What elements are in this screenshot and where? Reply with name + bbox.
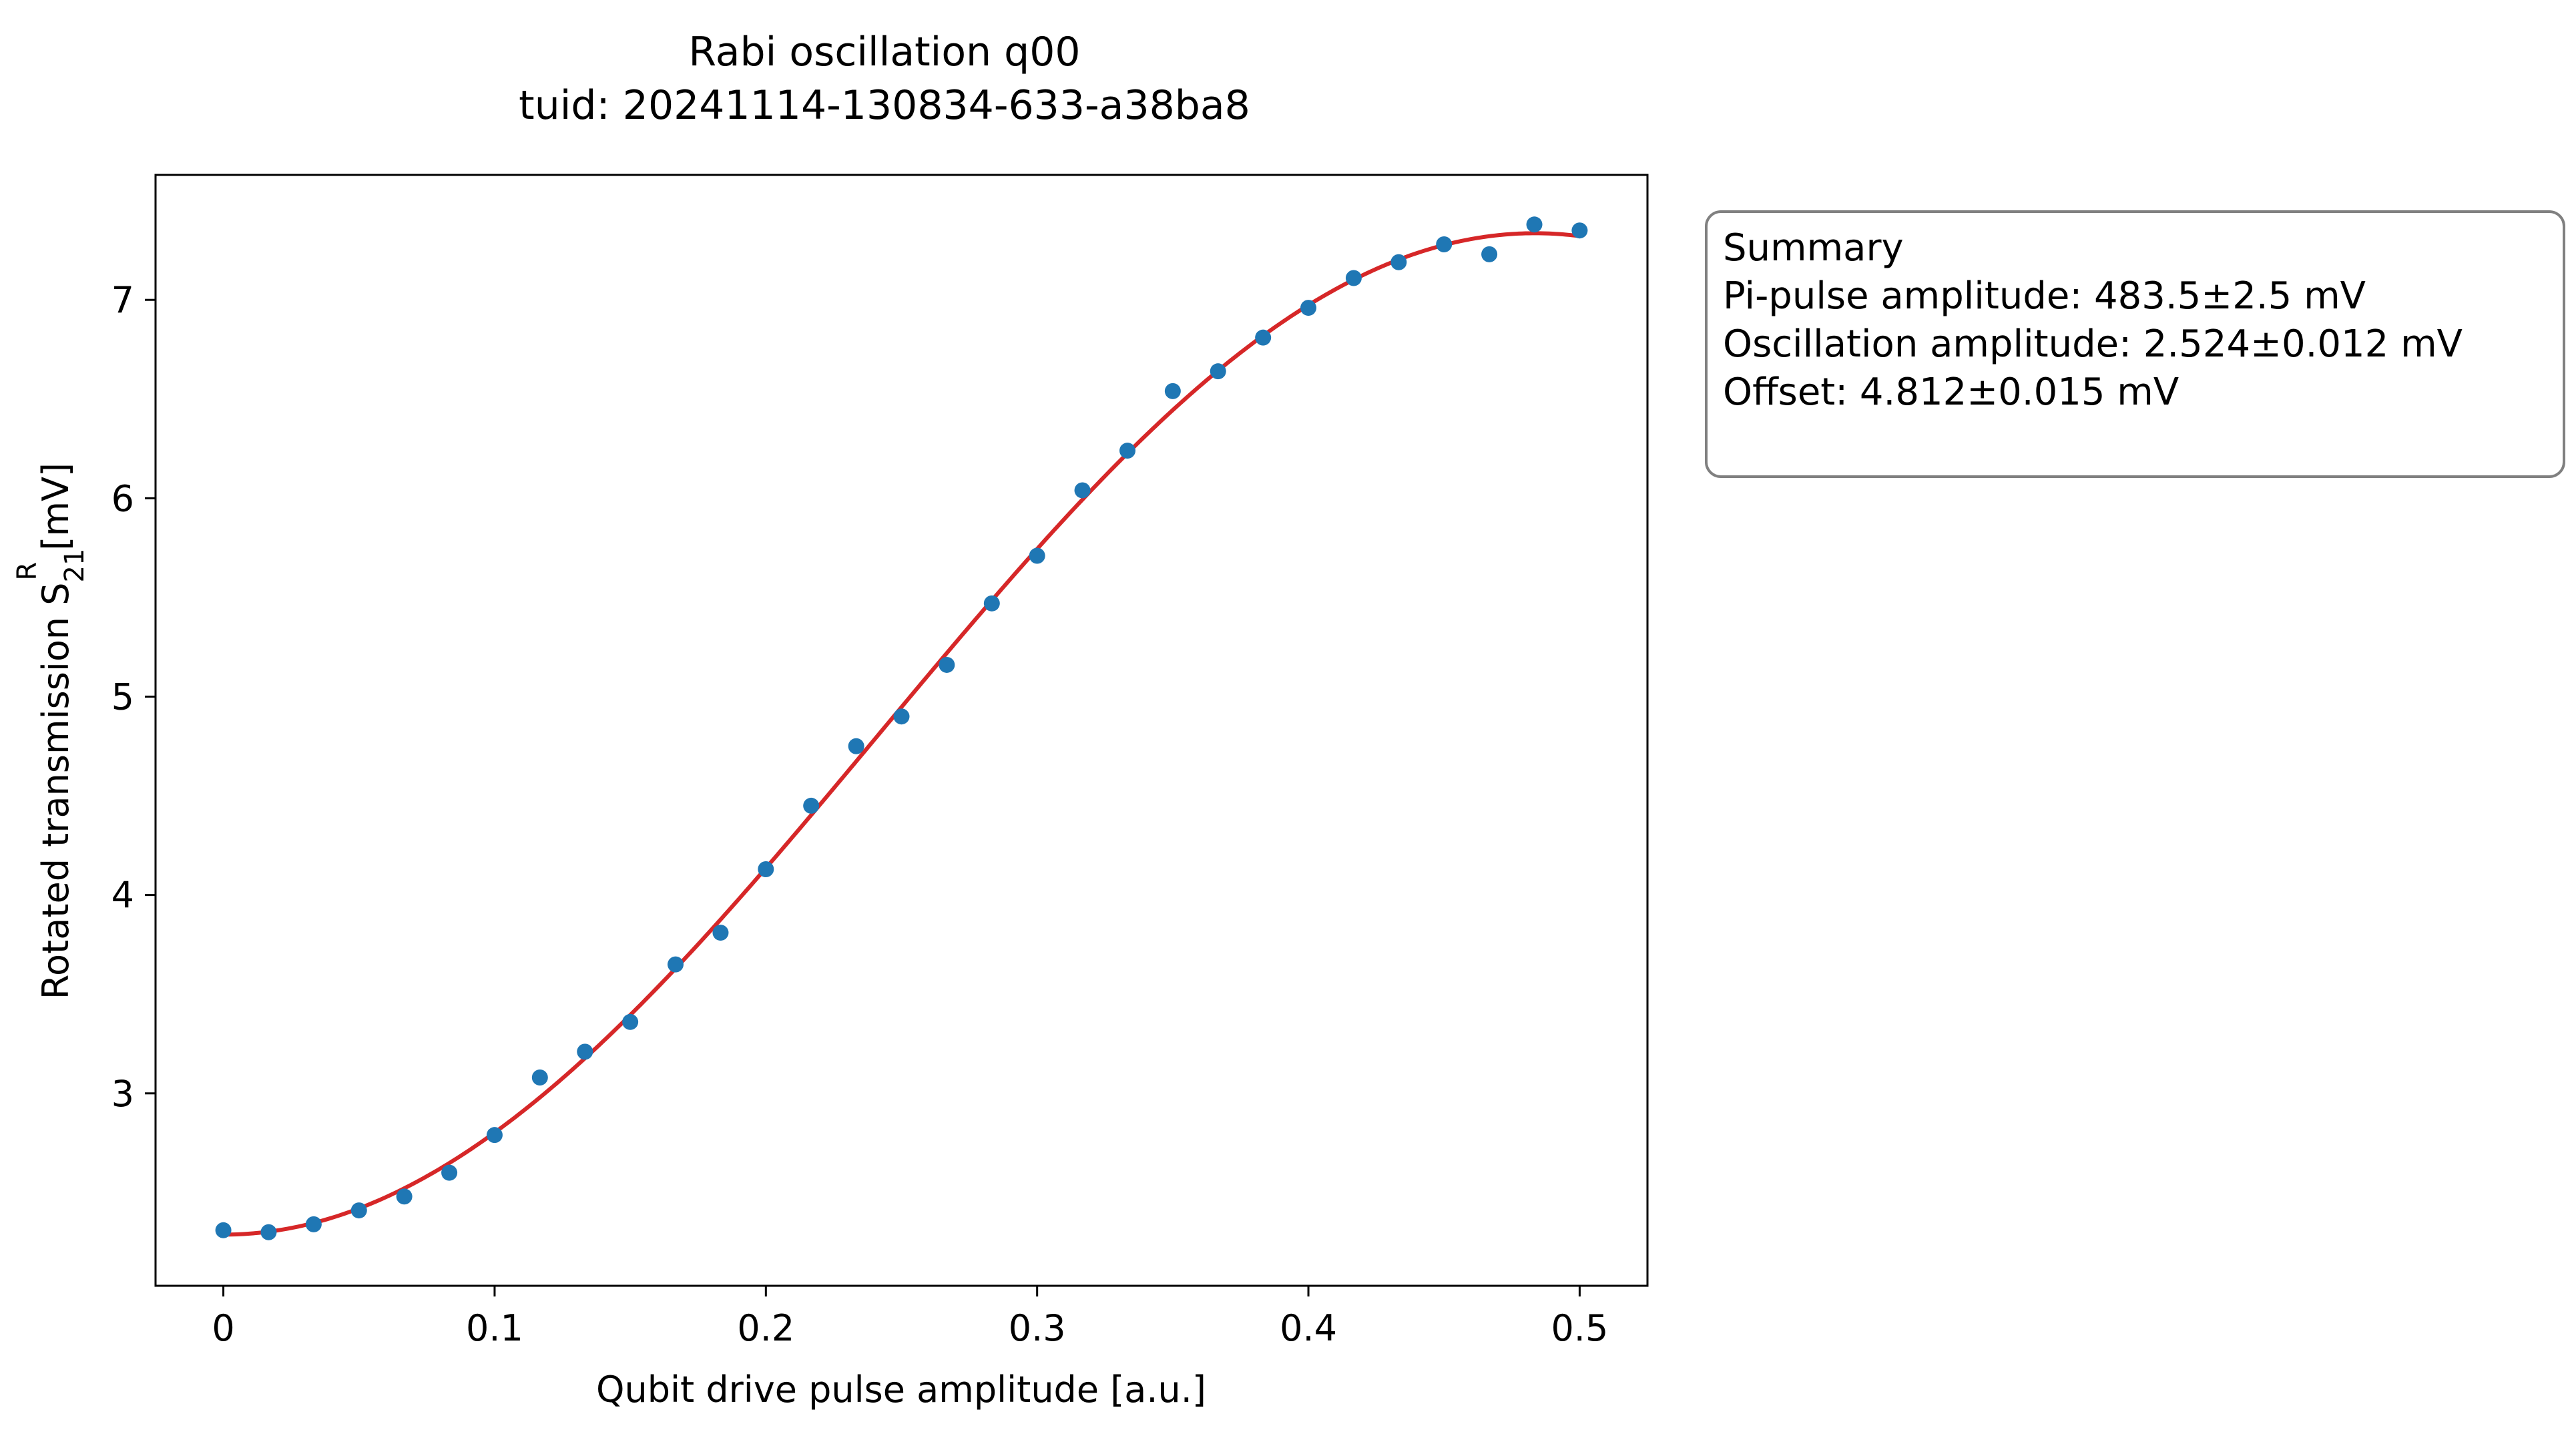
- data-point: [577, 1043, 593, 1060]
- data-point: [983, 595, 1000, 612]
- data-point: [1164, 383, 1181, 399]
- data-point: [1526, 216, 1543, 233]
- y-tick-label: 4: [111, 875, 134, 917]
- data-point: [1210, 363, 1226, 380]
- data-point: [1436, 236, 1453, 252]
- summary-box: Summary Pi-pulse amplitude: 483.5±2.5 mV…: [1705, 210, 2565, 478]
- data-point: [1119, 443, 1135, 459]
- y-tick-label: 6: [111, 477, 134, 519]
- data-point: [1571, 222, 1588, 239]
- scatter-points-layer: [215, 216, 1588, 1240]
- data-point: [531, 1069, 548, 1086]
- x-tick-label: 0.4: [1280, 1307, 1337, 1349]
- summary-offset: Offset: 4.812±0.015 mV: [1723, 371, 2179, 414]
- data-point: [215, 1222, 232, 1238]
- data-point: [848, 738, 864, 754]
- x-axis-ticks: 0 0.1 0.2 0.3 0.4 0.5: [212, 1286, 1608, 1349]
- chart-subtitle: tuid: 20241114-130834-633-a38ba8: [519, 82, 1250, 129]
- data-point: [1255, 329, 1272, 346]
- summary-pi-pulse: Pi-pulse amplitude: 483.5±2.5 mV: [1723, 274, 2366, 318]
- data-point: [1390, 254, 1407, 270]
- data-point: [1300, 300, 1317, 316]
- y-axis-label-main: Rotated transmission S: [35, 582, 77, 999]
- fit-curve-layer: [223, 231, 1580, 1237]
- summary-heading: Summary: [1723, 226, 1904, 270]
- data-point: [441, 1164, 458, 1181]
- y-axis-ticks: 3 4 5 6 7: [111, 279, 156, 1115]
- fit-curve: [223, 231, 1580, 1237]
- data-point: [396, 1188, 413, 1205]
- data-point: [486, 1127, 503, 1144]
- data-point: [1029, 547, 1045, 564]
- y-tick-label: 3: [111, 1073, 134, 1115]
- data-point: [758, 861, 774, 877]
- data-point: [668, 956, 684, 973]
- y-tick-label: 7: [111, 279, 134, 321]
- summary-oscillation-amplitude: Oscillation amplitude: 2.524±0.012 mV: [1723, 322, 2463, 366]
- plot-area: [154, 174, 1649, 1287]
- data-point: [622, 1013, 639, 1030]
- x-tick-label: 0: [212, 1307, 234, 1349]
- data-point: [305, 1216, 322, 1232]
- data-point: [803, 797, 820, 814]
- data-point: [893, 708, 910, 725]
- y-axis-label: Rotated transmission S21 R [mV]: [12, 463, 90, 999]
- data-point: [1345, 270, 1362, 286]
- y-tick-label: 5: [111, 676, 134, 718]
- data-point: [260, 1224, 277, 1240]
- x-tick-label: 0.3: [1009, 1307, 1066, 1349]
- svg-text:Rotated transmission S21R [mV]: Rotated transmission S21 R [mV]: [12, 463, 90, 999]
- y-axis-label-superscript: R: [12, 562, 43, 581]
- x-tick-label: 0.2: [737, 1307, 794, 1349]
- y-axis-label-unit: [mV]: [35, 463, 77, 562]
- x-tick-label: 0.1: [466, 1307, 523, 1349]
- data-point: [1481, 246, 1498, 262]
- x-axis-label: Qubit drive pulse amplitude [a.u.]: [596, 1369, 1206, 1411]
- chart-title: Rabi oscillation q00: [688, 29, 1080, 75]
- x-tick-label: 0.5: [1551, 1307, 1608, 1349]
- y-axis-label-subscript: 21: [59, 549, 90, 583]
- data-point: [350, 1202, 367, 1219]
- data-point: [712, 925, 729, 941]
- data-point: [1074, 482, 1091, 499]
- data-point: [939, 656, 955, 673]
